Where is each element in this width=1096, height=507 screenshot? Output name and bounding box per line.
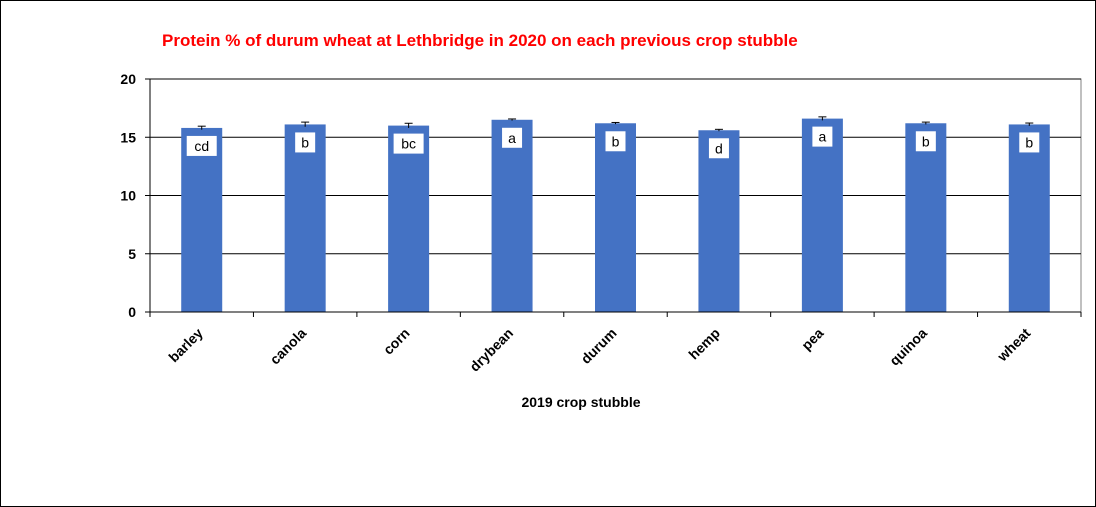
significance-label: a [818,129,826,145]
significance-label-box [708,138,729,159]
bar [1008,124,1050,312]
significance-label: bc [401,136,416,152]
bar [388,125,430,312]
significance-label-box [502,127,523,148]
significance-label: b [301,134,309,150]
x-category-label: quinoa [886,325,930,369]
x-category-label: pea [798,325,827,354]
chart-title: Protein % of durum wheat at Lethbridge i… [162,31,798,50]
y-tick-label: 15 [120,129,136,145]
significance-label: b [612,133,620,149]
significance-label-box [1019,132,1040,153]
x-category-label: canola [267,325,310,368]
significance-label: d [715,140,723,156]
x-axis-label: 2019 crop stubble [521,394,640,410]
significance-label-box [605,131,626,152]
y-tick-label: 10 [120,188,136,204]
x-category-label: barley [165,325,206,366]
x-category-label: corn [380,325,413,358]
x-category-label: durum [578,325,620,367]
bar [905,123,947,313]
y-tick-label: 20 [120,71,136,87]
x-category-label: drybean [466,325,516,375]
significance-label: b [1025,134,1033,150]
significance-label: cd [194,138,209,154]
x-category-label: wheat [993,325,1033,365]
y-tick-label: 5 [128,246,136,262]
significance-label: b [922,133,930,149]
significance-label-box [186,135,217,156]
significance-label: a [508,130,516,146]
bar [801,118,843,312]
bar [284,124,326,312]
significance-label-box [812,126,833,147]
significance-label-box [393,133,424,154]
bar [595,123,636,313]
significance-label-box [915,131,936,152]
bar [698,130,740,312]
bar [491,119,533,313]
bar-series: cd b bc a b d a b b [181,116,1050,313]
x-category-label: hemp [685,325,723,363]
significance-label-box [295,132,316,153]
y-tick-label: 0 [128,304,136,320]
bar [181,127,223,313]
